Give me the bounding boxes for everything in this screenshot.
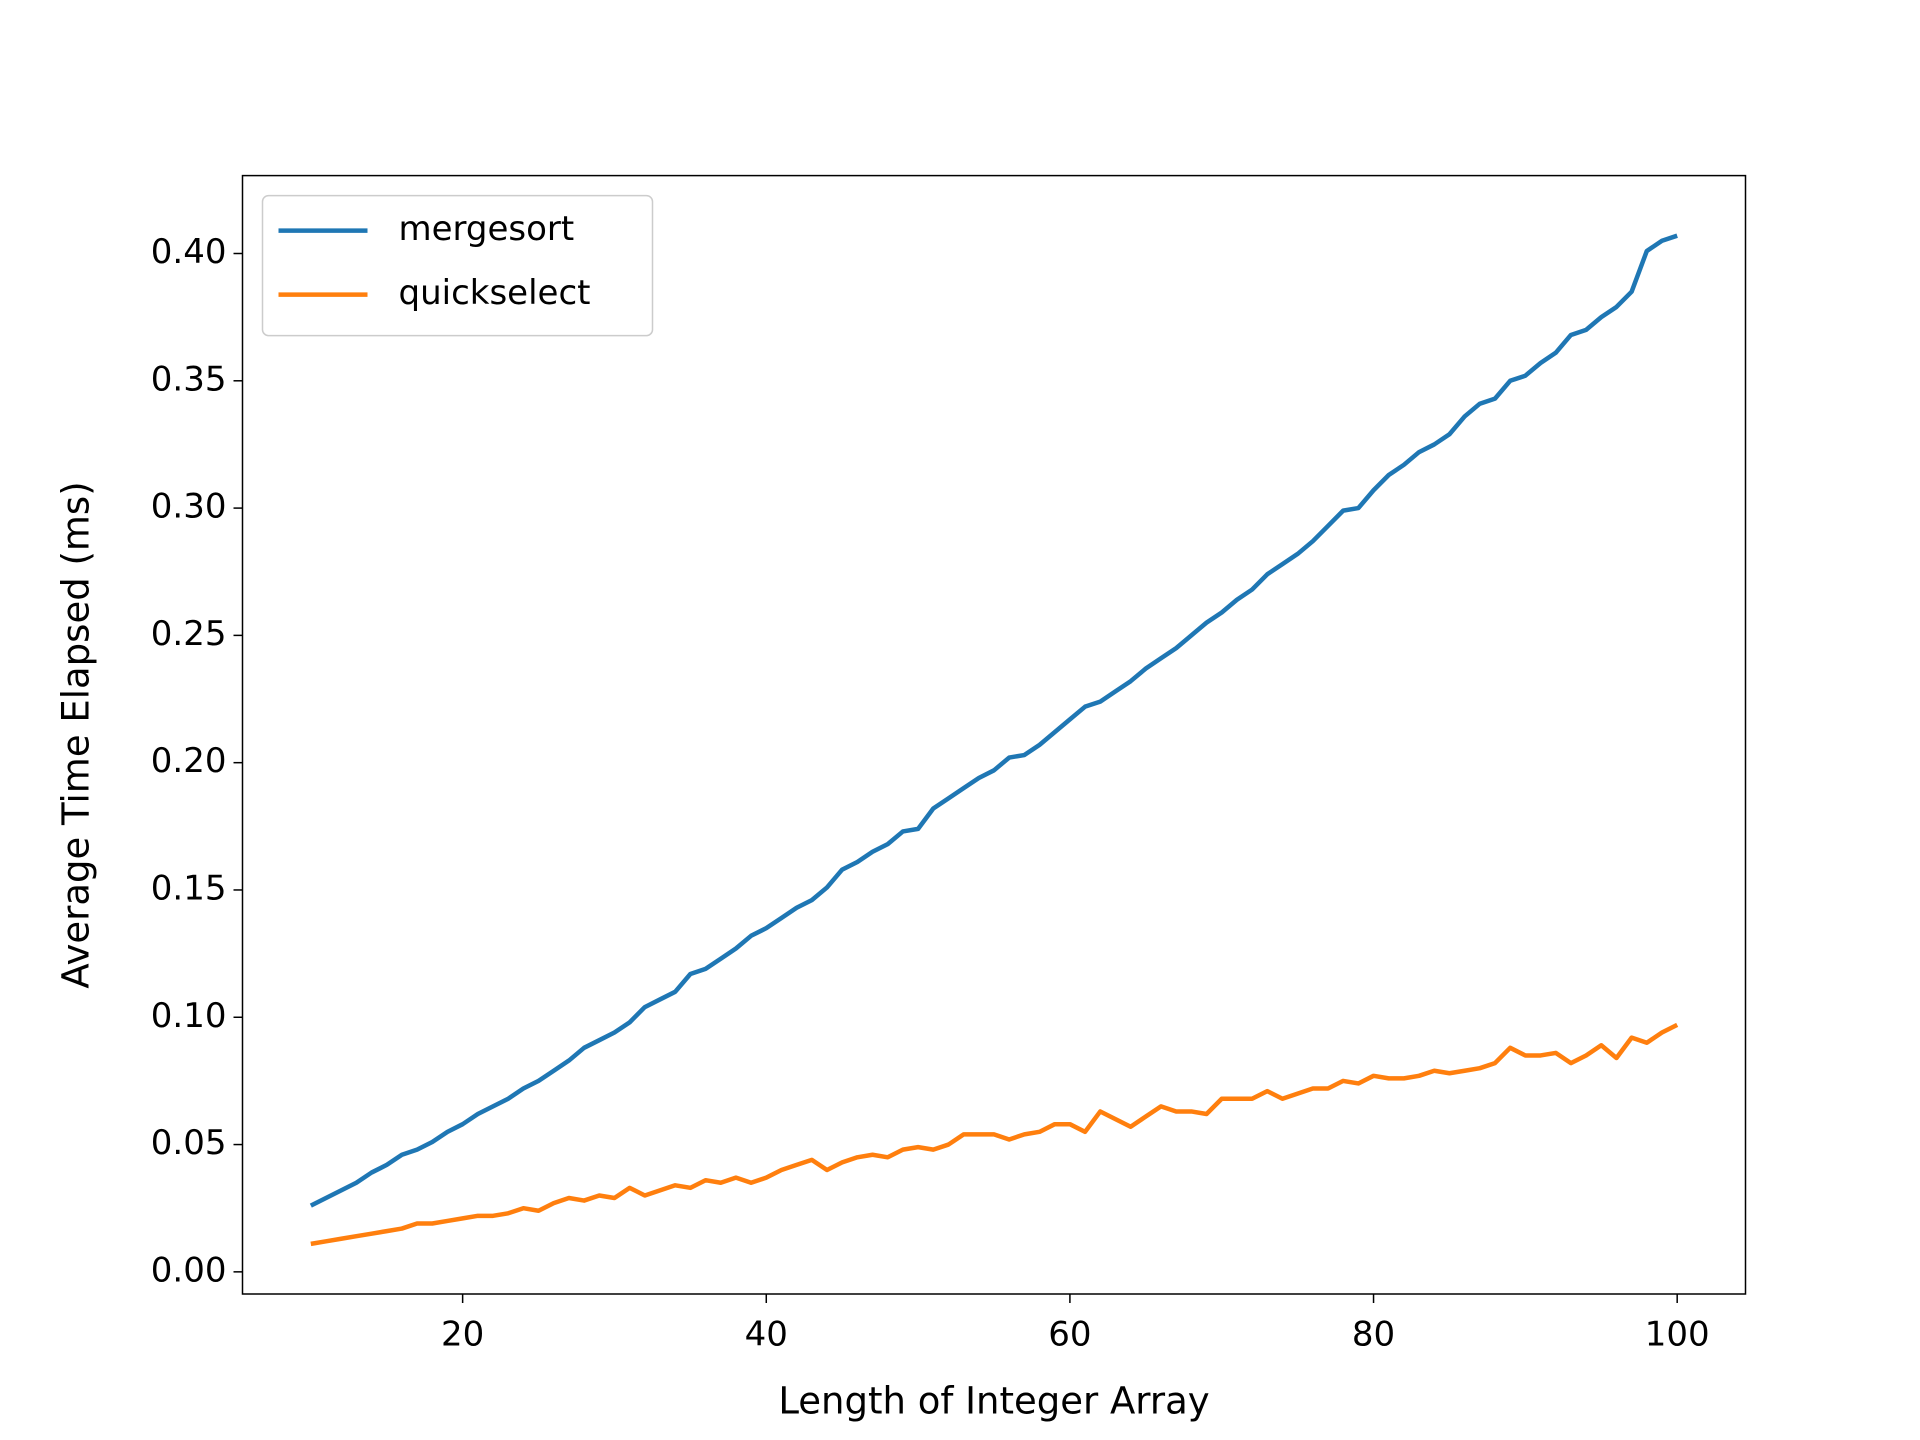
y-tick-label: 0.05 xyxy=(151,1123,227,1163)
x-tick-label: 100 xyxy=(1645,1315,1710,1355)
legend-label: quickselect xyxy=(399,273,591,313)
y-tick-label: 0.15 xyxy=(151,868,227,908)
series-line xyxy=(310,1022,1679,1247)
y-tick-label: 0.10 xyxy=(151,996,227,1036)
x-tick-label: 20 xyxy=(441,1315,484,1355)
y-axis-label: Average Time Elapsed (ms) xyxy=(55,481,98,988)
legend-label: mergesort xyxy=(399,209,575,249)
x-tick-label: 40 xyxy=(745,1315,788,1355)
y-tick-label: 0.40 xyxy=(151,232,227,272)
series-line xyxy=(309,233,1678,1208)
x-axis-label: Length of Integer Array xyxy=(778,1380,1209,1423)
y-tick-label: 0.00 xyxy=(151,1250,227,1290)
y-tick-label: 0.25 xyxy=(151,614,227,654)
x-tick-label: 80 xyxy=(1352,1315,1395,1355)
y-tick-label: 0.20 xyxy=(151,741,227,781)
x-tick-label: 60 xyxy=(1048,1315,1091,1355)
y-tick-label: 0.35 xyxy=(151,359,227,399)
y-tick-label: 0.30 xyxy=(151,487,227,527)
plot-frame xyxy=(241,174,1747,1295)
